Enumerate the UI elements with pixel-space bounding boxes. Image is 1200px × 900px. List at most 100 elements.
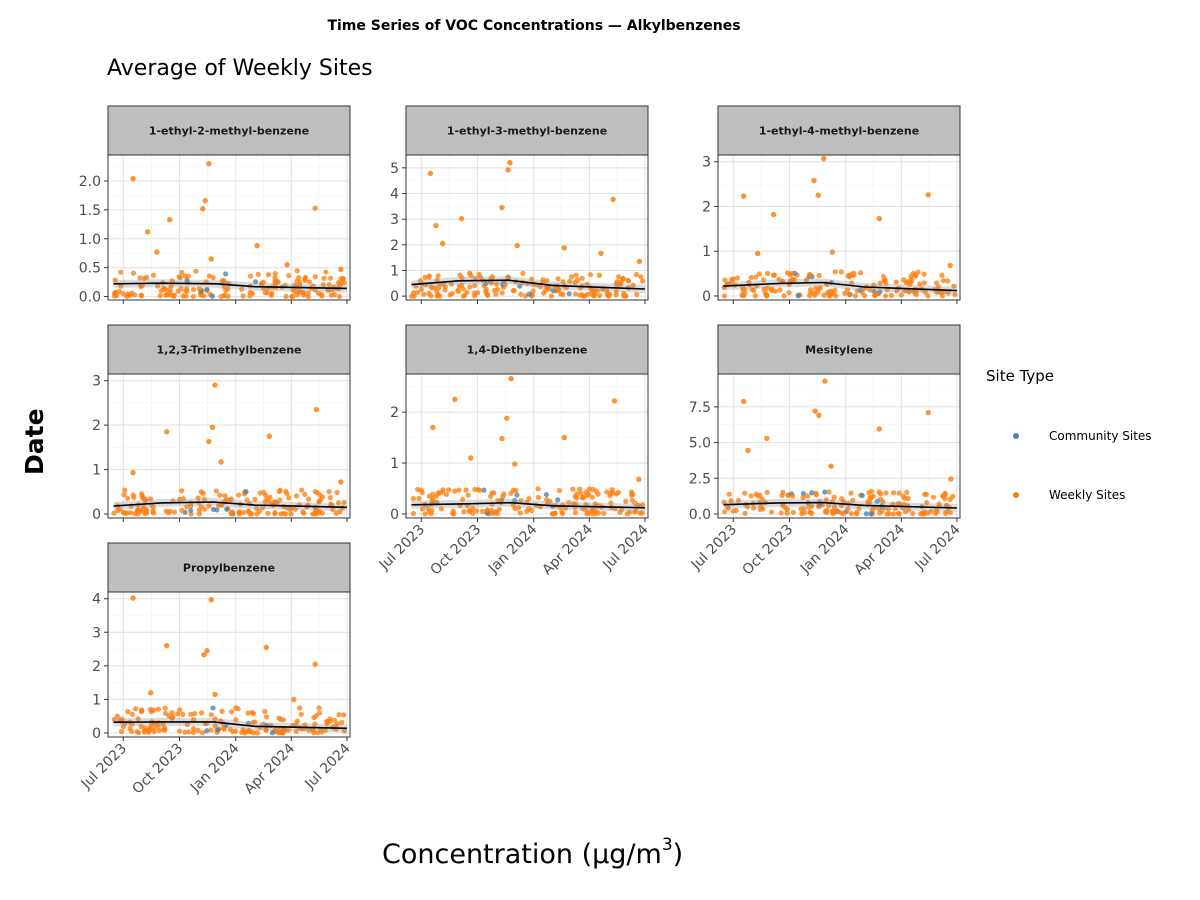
weekly-point — [760, 506, 766, 512]
weekly-point — [763, 292, 770, 298]
weekly-point — [158, 288, 164, 294]
weekly-point — [883, 490, 889, 496]
weekly-point — [456, 283, 462, 289]
weekly-point — [313, 406, 320, 413]
weekly-point — [822, 378, 828, 384]
weekly-point — [838, 269, 844, 275]
weekly-point — [939, 293, 946, 299]
community-point — [859, 492, 865, 499]
weekly-point — [449, 290, 455, 297]
weekly-point — [786, 290, 792, 296]
weekly-point — [266, 433, 273, 439]
weekly-point — [508, 490, 514, 497]
weekly-point — [947, 510, 954, 516]
weekly-point — [428, 510, 434, 517]
weekly-point — [221, 292, 228, 298]
weekly-point — [888, 292, 895, 299]
weekly-point — [316, 498, 322, 504]
weekly-point — [500, 494, 506, 500]
weekly-point — [790, 509, 796, 516]
weekly-point — [876, 215, 883, 222]
weekly-point — [250, 719, 256, 726]
weekly-point — [596, 272, 602, 278]
weekly-point — [456, 487, 462, 493]
weekly-point — [484, 291, 490, 298]
x-tick-label: Jan 2024 — [485, 521, 541, 577]
y-tick-label: 1.5 — [79, 203, 101, 219]
weekly-point — [338, 266, 344, 273]
y-tick-label: 0.0 — [79, 290, 101, 306]
weekly-point — [201, 496, 207, 502]
facet-panel: 1-ethyl-3-methyl-benzene 0 1 2 3 4 5 — [390, 105, 649, 305]
weekly-point — [505, 167, 511, 173]
weekly-point — [443, 491, 450, 498]
weekly-point — [537, 284, 543, 290]
weekly-point — [120, 509, 126, 515]
weekly-point — [526, 495, 532, 502]
weekly-point — [827, 288, 833, 295]
weekly-point — [875, 291, 881, 297]
weekly-point — [800, 495, 806, 501]
weekly-point — [190, 287, 197, 293]
weekly-point — [302, 491, 308, 498]
weekly-point — [311, 714, 317, 721]
facet-strip — [107, 542, 351, 593]
weekly-point — [577, 486, 583, 492]
weekly-point — [137, 508, 143, 514]
weekly-point — [945, 290, 951, 296]
weekly-point — [196, 511, 202, 517]
weekly-point — [886, 511, 892, 517]
weekly-point — [166, 713, 172, 719]
weekly-point — [233, 717, 239, 723]
weekly-point — [829, 249, 835, 255]
weekly-point — [208, 597, 214, 603]
community-point — [483, 281, 489, 287]
weekly-point — [854, 511, 860, 517]
chart-subtitle: Average of Weekly Sites — [107, 56, 373, 81]
weekly-point — [590, 486, 596, 492]
weekly-point — [328, 501, 334, 507]
y-tick-label: 0 — [702, 289, 711, 305]
weekly-point — [138, 709, 145, 715]
weekly-point — [432, 499, 438, 505]
weekly-point — [833, 293, 839, 299]
weekly-point — [272, 275, 278, 281]
weekly-point — [150, 508, 156, 514]
weekly-point — [193, 268, 199, 274]
weekly-point — [507, 159, 513, 166]
weekly-point — [520, 270, 526, 277]
weekly-point — [591, 287, 597, 293]
trend-line — [411, 279, 645, 290]
weekly-point — [739, 292, 745, 298]
weekly-point — [572, 509, 579, 516]
weekly-point — [219, 708, 225, 714]
trend-line — [113, 282, 347, 290]
weekly-point — [300, 290, 306, 296]
weekly-point — [636, 476, 642, 483]
weekly-point — [232, 705, 239, 711]
weekly-point — [776, 276, 782, 282]
weekly-point — [607, 493, 613, 499]
weekly-point — [312, 205, 318, 211]
weekly-point — [130, 175, 136, 182]
weekly-point — [935, 284, 942, 290]
weekly-point — [625, 277, 631, 283]
weekly-point — [508, 375, 514, 382]
weekly-point — [765, 270, 771, 277]
weekly-point — [575, 277, 581, 283]
facet-strip-label: 1,2,3-Trimethylbenzene — [156, 344, 301, 357]
panel-border — [717, 154, 961, 301]
y-tick-label: 4 — [92, 592, 101, 608]
weekly-point — [249, 511, 255, 517]
weekly-point — [190, 293, 196, 300]
weekly-point — [925, 293, 931, 299]
weekly-point — [116, 288, 123, 295]
y-tick-label: 0 — [92, 507, 101, 523]
weekly-point — [465, 492, 471, 498]
weekly-point — [218, 459, 224, 465]
weekly-point — [190, 717, 197, 723]
weekly-point — [171, 509, 178, 515]
weekly-point — [613, 292, 619, 298]
weekly-point — [240, 727, 246, 733]
